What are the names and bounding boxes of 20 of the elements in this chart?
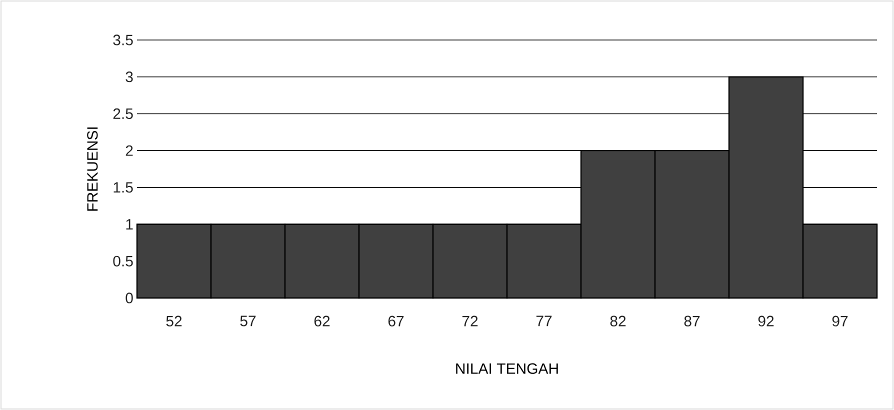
y-tick-label: 0 xyxy=(126,292,133,304)
x-tick-label: 92 xyxy=(758,316,774,326)
x-tick-label: 72 xyxy=(462,316,478,326)
x-tick-label: 57 xyxy=(240,316,256,326)
x-tick-label: 52 xyxy=(166,316,182,326)
x-tick-label: 62 xyxy=(314,316,330,326)
y-tick-label: 3.5 xyxy=(113,34,133,46)
x-tick-label: 97 xyxy=(832,316,848,326)
y-tick-label: 0.5 xyxy=(113,256,133,266)
y-axis-title: FREKUENSI xyxy=(87,127,98,211)
x-tick-label: 82 xyxy=(610,316,626,326)
y-tick-label: 3 xyxy=(126,72,133,82)
y-tick-label: 2 xyxy=(126,145,133,156)
x-axis-title: NILAI TENGAH xyxy=(456,363,558,374)
y-tick-label: 1.5 xyxy=(114,182,133,193)
x-tick-label: 77 xyxy=(536,316,552,326)
x-tick-label: 67 xyxy=(388,316,404,326)
x-tick-label: 87 xyxy=(684,316,700,326)
y-tick-label: 2.5 xyxy=(113,108,133,120)
y-tick-label: 1 xyxy=(126,219,133,230)
